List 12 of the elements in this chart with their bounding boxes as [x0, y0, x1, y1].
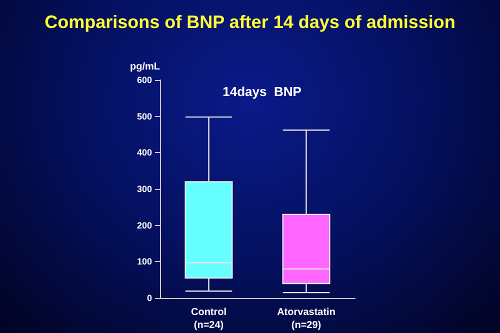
y-tick-label: 500 [136, 111, 152, 122]
chart-title: Comparisons of BNP after 14 days of admission [44, 12, 456, 32]
y-tick-label: 0 [146, 293, 152, 303]
chart-subtitle: 14days BNP [222, 84, 302, 99]
x-tick-label: Control (n=24) [190, 307, 227, 331]
y-axis-title: pg/mL [130, 62, 160, 72]
y-tick-label: 200 [136, 220, 152, 230]
y-tick-label: 300 [136, 184, 152, 194]
y-tick-label: 400 [136, 148, 152, 158]
x-tick-label: Atorvastatin (n=29) [277, 307, 336, 331]
y-tick-label: 100 [136, 256, 152, 267]
y-tick-label: 600 [136, 75, 152, 85]
